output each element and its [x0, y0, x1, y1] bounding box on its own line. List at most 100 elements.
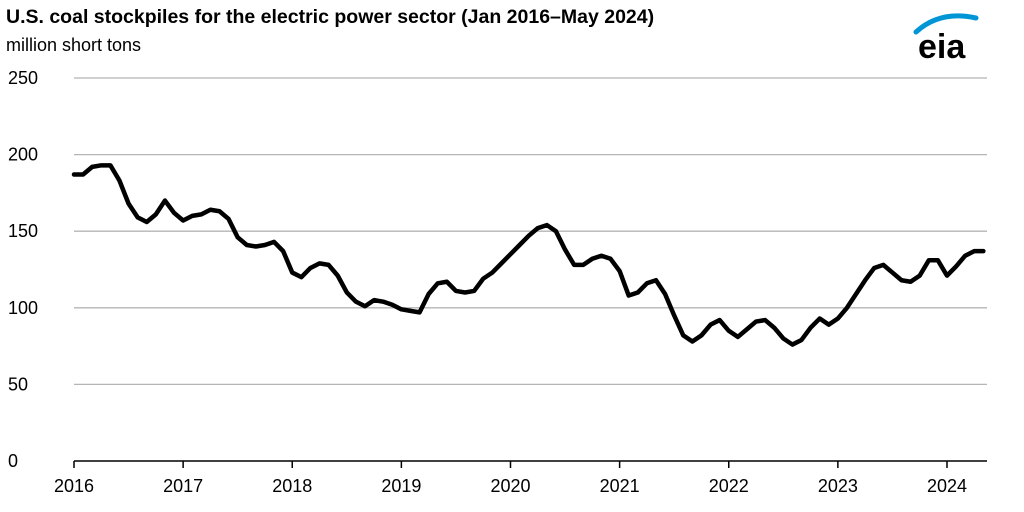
- eia-logo-mark: eia: [913, 13, 979, 66]
- data-point: [709, 324, 712, 326]
- axes: [73, 460, 987, 468]
- x-tick-label-2019: 2019: [381, 476, 421, 496]
- data-point: [182, 219, 184, 222]
- data-point: [255, 245, 257, 248]
- x-tick-label-2018: 2018: [272, 476, 312, 496]
- data-point: [418, 311, 421, 313]
- data-point: [146, 221, 148, 223]
- data-point: [537, 227, 539, 229]
- data-point: [118, 180, 121, 182]
- x-tick-label-2024: 2024: [927, 476, 967, 496]
- data-point: [964, 255, 966, 257]
- data-point: [382, 301, 384, 303]
- y-tick-label-100: 100: [8, 298, 38, 318]
- data-point: [955, 265, 957, 268]
- data-point: [546, 224, 548, 226]
- data-point: [600, 255, 603, 257]
- y-tick-label-150: 150: [8, 221, 38, 241]
- eia-logo-arc: [913, 13, 979, 35]
- data-point: [746, 328, 748, 330]
- data-point: [882, 264, 884, 266]
- data-point: [946, 275, 948, 277]
- data-point: [428, 293, 430, 295]
- data-point: [509, 253, 512, 255]
- data-point: [591, 258, 593, 260]
- data-point: [609, 258, 612, 260]
- data-point: [719, 319, 721, 321]
- data-point: [127, 203, 130, 205]
- series-line-0: [71, 163, 986, 347]
- data-point: [655, 279, 657, 281]
- data-point: [337, 275, 339, 277]
- data-point: [173, 212, 175, 214]
- data-point: [191, 215, 193, 217]
- data-point: [646, 282, 648, 284]
- data-point: [700, 334, 703, 336]
- data-point: [846, 307, 848, 309]
- data-point: [891, 271, 894, 274]
- data-point: [673, 314, 675, 317]
- data-point: [318, 262, 321, 264]
- x-tick-label-2021: 2021: [600, 476, 640, 496]
- tick-labels: 0 50 100 150 200 250 2016 2017 2018 2019 2020 2021 2…: [8, 68, 967, 496]
- eia-logo-text: eia: [918, 28, 966, 64]
- data-point: [291, 271, 293, 274]
- data-point: [109, 164, 111, 166]
- data-point: [482, 278, 484, 280]
- data-point: [200, 213, 202, 215]
- x-tick-label-2017: 2017: [163, 476, 203, 496]
- y-tick-label-0: 0: [8, 451, 18, 471]
- data-point: [837, 317, 839, 320]
- gridlines: [74, 77, 987, 386]
- data-point: [900, 279, 903, 281]
- data-point: [491, 271, 493, 274]
- data-point: [828, 324, 830, 326]
- data-point: [528, 235, 530, 237]
- data-point: [937, 259, 939, 261]
- data-point: [464, 291, 466, 294]
- data-point: [437, 282, 439, 284]
- data-point: [773, 327, 775, 329]
- x-tick-label-2023: 2023: [818, 476, 858, 496]
- series-layer: [71, 163, 986, 347]
- data-point: [628, 294, 630, 297]
- data-point: [919, 275, 921, 277]
- data-point: [137, 216, 139, 219]
- data-point: [619, 270, 621, 272]
- data-point: [800, 339, 803, 341]
- data-point: [264, 244, 266, 246]
- data-point: [246, 244, 248, 246]
- data-point: [573, 264, 575, 266]
- data-point: [691, 340, 693, 343]
- data-point: [764, 319, 766, 321]
- data-point: [209, 209, 211, 211]
- data-point: [273, 241, 275, 243]
- data-point: [782, 337, 784, 340]
- y-axis-unit-label: million short tons: [6, 35, 142, 55]
- chart-title: U.S. coal stockpiles for the electric po…: [6, 6, 655, 28]
- data-point: [282, 250, 284, 252]
- data-point: [82, 173, 84, 176]
- data-point: [446, 281, 448, 283]
- eia-logo: eia: [910, 8, 982, 66]
- data-point: [455, 290, 457, 292]
- data-point: [391, 304, 393, 306]
- data-point: [164, 199, 166, 202]
- x-tick-label-2020: 2020: [490, 476, 530, 496]
- data-point: [100, 164, 102, 166]
- data-point: [564, 248, 566, 251]
- data-point: [664, 293, 666, 295]
- data-point: [582, 264, 584, 266]
- data-point: [500, 262, 502, 264]
- data-point: [682, 334, 684, 336]
- data-point: [227, 218, 230, 220]
- data-point: [637, 291, 639, 294]
- data-point: [728, 330, 730, 332]
- data-point: [155, 213, 157, 215]
- data-point: [819, 317, 821, 320]
- data-point: [873, 267, 875, 269]
- data-point: [791, 343, 794, 346]
- data-point: [864, 279, 866, 281]
- data-point: [409, 310, 412, 312]
